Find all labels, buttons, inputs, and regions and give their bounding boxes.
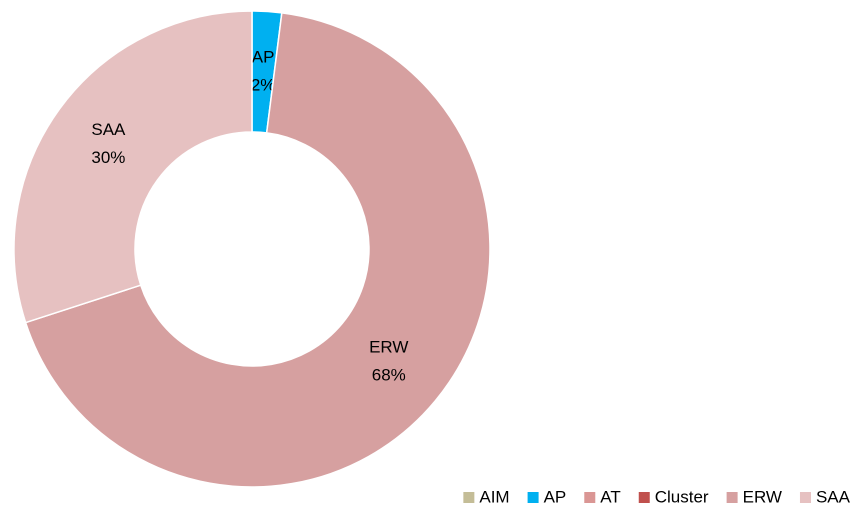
slice-name-label: ERW: [369, 338, 408, 357]
slice-name-label: AP: [252, 47, 275, 66]
donut-slice: [24, 12, 491, 488]
legend-label: AP: [544, 487, 567, 506]
legend-label: AT: [600, 487, 620, 506]
legend-label: Cluster: [655, 487, 709, 506]
legend-swatch: [527, 492, 539, 503]
legend-swatch: [463, 492, 475, 503]
donut-slice: [13, 10, 253, 324]
slice-value-label: 30%: [91, 148, 125, 167]
legend-label: ERW: [743, 487, 782, 506]
legend-swatch: [726, 492, 738, 503]
slice-name-label: SAA: [91, 120, 126, 139]
legend-swatch: [799, 492, 811, 503]
legend-label: SAA: [816, 487, 851, 506]
slice-value-label: 2%: [251, 75, 276, 94]
legend-swatch: [638, 492, 650, 503]
legend-swatch: [584, 492, 596, 503]
legend-label: AIM: [479, 487, 509, 506]
slice-value-label: 68%: [372, 366, 406, 385]
